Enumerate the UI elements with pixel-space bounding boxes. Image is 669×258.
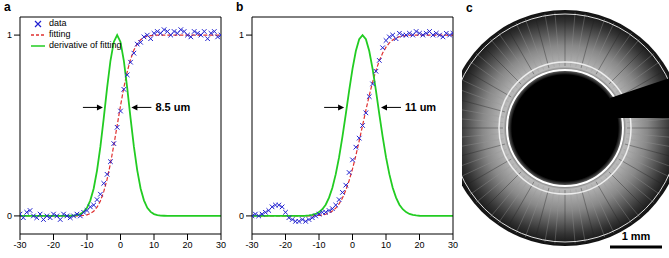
- svg-text:10: 10: [149, 240, 159, 250]
- svg-text:11 um: 11 um: [405, 101, 436, 113]
- svg-text:c: c: [466, 1, 473, 15]
- svg-text:0: 0: [350, 240, 355, 250]
- svg-text:-20: -20: [279, 240, 292, 250]
- svg-text:20: 20: [182, 240, 192, 250]
- svg-text:1: 1: [239, 30, 244, 40]
- svg-text:30: 30: [216, 240, 226, 250]
- svg-text:0: 0: [239, 211, 244, 221]
- html-text:b: b: [236, 0, 244, 14]
- html-text:fitting: fitting: [49, 29, 71, 39]
- svg-text:1 mm: 1 mm: [622, 230, 651, 242]
- html-text:a: a: [4, 0, 11, 14]
- html-text:derivative of fitting: derivative of fitting: [49, 40, 122, 50]
- svg-text:20: 20: [414, 240, 424, 250]
- svg-text:10: 10: [381, 240, 391, 250]
- svg-text:1: 1: [7, 30, 12, 40]
- svg-text:-30: -30: [245, 240, 258, 250]
- svg-text:-10: -10: [80, 240, 93, 250]
- svg-text:0: 0: [118, 240, 123, 250]
- html-text:data: data: [49, 18, 67, 28]
- svg-text:-30: -30: [13, 240, 26, 250]
- svg-text:-20: -20: [47, 240, 60, 250]
- svg-text:30: 30: [448, 240, 458, 250]
- svg-text:0: 0: [7, 211, 12, 221]
- svg-text:8.5 um: 8.5 um: [155, 101, 190, 113]
- svg-text:-10: -10: [312, 240, 325, 250]
